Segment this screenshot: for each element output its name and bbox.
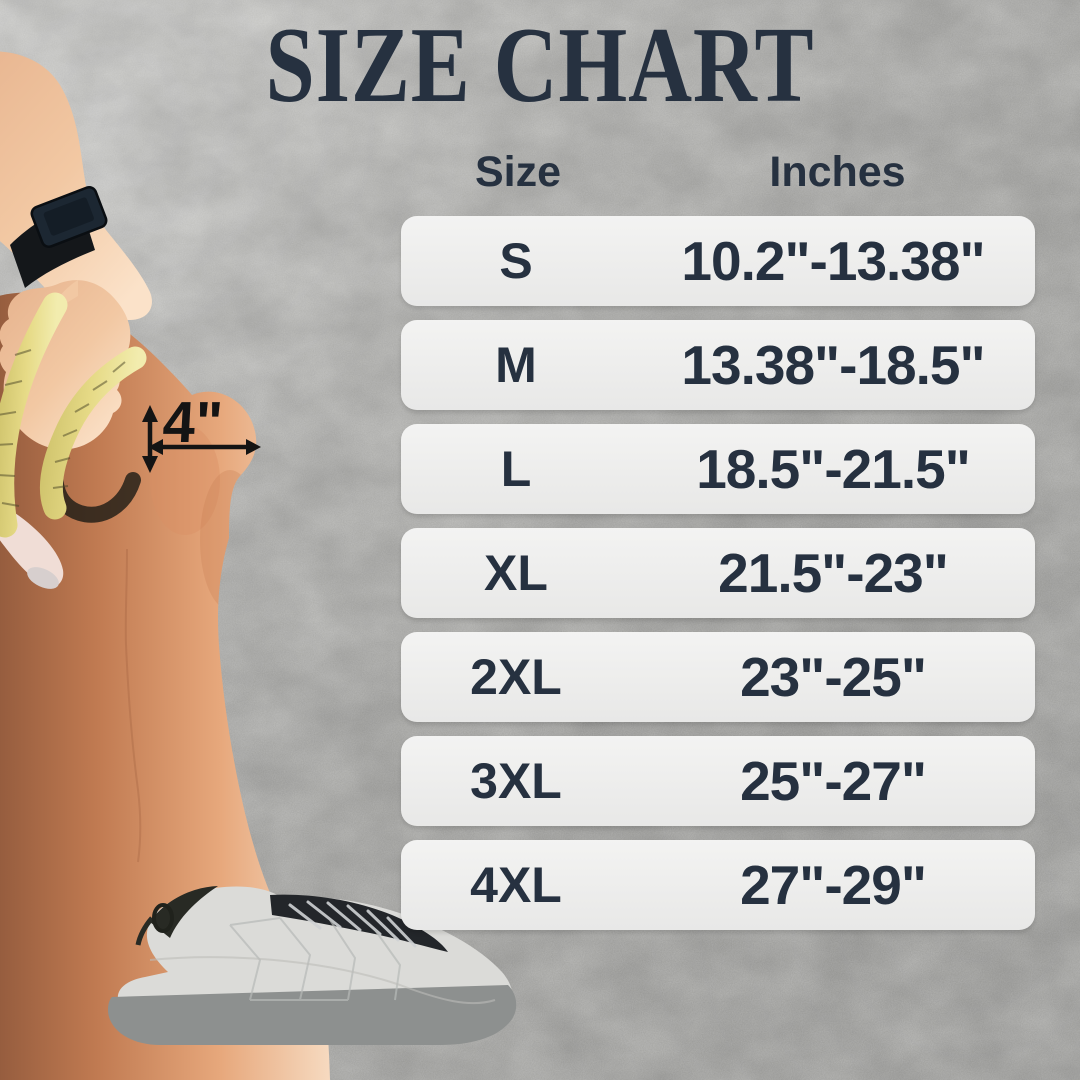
svg-text:4": 4" [161,390,224,455]
